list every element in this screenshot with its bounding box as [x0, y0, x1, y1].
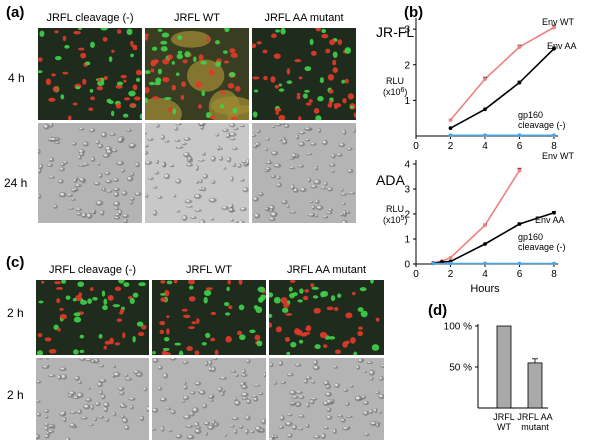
micrograph-a-4h-aa: [252, 28, 356, 120]
x-tick-label: 4: [482, 269, 488, 280]
bar: [496, 325, 512, 409]
data-point: [483, 77, 487, 81]
panel-b-label: (b): [404, 4, 424, 21]
panel-a-label: (a): [6, 4, 25, 21]
y-tick-label: 4: [404, 160, 410, 171]
data-point: [517, 261, 522, 266]
y-tick-label: 1: [404, 235, 410, 246]
x-tick-label: 0: [413, 141, 419, 150]
panel-c-label: (c): [6, 254, 25, 271]
panel-c-row-2-label: 2 h: [7, 388, 24, 402]
panel-a-row-2-label: 24 h: [4, 176, 28, 190]
series-label: Env WT: [542, 151, 575, 161]
data-point: [483, 242, 487, 246]
x-axis-label: Hours: [470, 283, 500, 295]
data-point: [448, 255, 453, 260]
panel-c-col-3-title: JRFL AA mutant: [286, 264, 367, 276]
data-point: [483, 107, 487, 112]
panel-a-col-1-title: JRFL cleavage (-): [46, 12, 134, 24]
category-label: WT: [497, 422, 511, 432]
micrograph-a-24h-cleavage: [38, 123, 142, 223]
category-label: JRFL: [493, 412, 515, 422]
panel-d-label: (d): [428, 302, 448, 319]
series-label: gp160: [518, 110, 543, 120]
data-point: [552, 46, 556, 51]
y-tick-label: 100 %: [444, 322, 472, 333]
x-tick-label: 6: [517, 141, 523, 150]
x-tick-label: 8: [551, 269, 557, 280]
data-point: [448, 133, 453, 138]
series-label: Env WT: [542, 17, 575, 27]
y-tick-label: 1: [404, 96, 410, 107]
data-point: [483, 223, 487, 228]
series-line: [449, 26, 555, 121]
y-axis-label: RLU: [386, 204, 404, 214]
y-tick-label: 0: [404, 260, 410, 271]
y-tick-label: 50 %: [449, 363, 472, 374]
category-label: JRFL AA: [517, 412, 552, 422]
data-point: [552, 261, 556, 266]
micrograph-c-2h-cleavage-phase: [36, 358, 149, 440]
data-point: [517, 168, 522, 173]
y-axis-label: RLU: [386, 76, 404, 86]
data-point: [448, 261, 453, 266]
series-line: [450, 48, 555, 129]
series-label: cleavage (-): [518, 120, 566, 130]
data-point: [552, 25, 556, 30]
series-label: gp160: [518, 232, 543, 242]
series-label: Env AA: [547, 41, 577, 51]
data-point: [552, 133, 556, 138]
micrograph-a-4h-cleavage: [38, 28, 142, 120]
data-point: [448, 118, 453, 122]
data-point: [517, 45, 522, 49]
panel-c-col-1-title: JRFL cleavage (-): [48, 264, 136, 276]
x-tick-label: 0: [413, 269, 419, 280]
y-axis-label-unit: (x105): [383, 215, 407, 225]
micrograph-c-2h-aa: [269, 280, 384, 355]
x-tick-label: 2: [448, 269, 454, 280]
y-tick-label: 2: [404, 210, 410, 221]
panel-a-col-2-title: JRFL WT: [173, 12, 221, 24]
data-point: [483, 133, 487, 138]
micrograph-c-2h-wt-phase: [152, 358, 266, 440]
category-label: mutant: [521, 422, 549, 432]
panel-a-row-1-label: 4 h: [8, 71, 25, 85]
series-label: Env AA: [535, 215, 565, 225]
data-point: [517, 133, 522, 138]
y-axis-label-unit: (x106): [383, 87, 407, 97]
bar: [527, 362, 543, 409]
data-point: [483, 261, 487, 266]
x-tick-label: 4: [482, 141, 488, 150]
data-point: [431, 261, 436, 266]
panel-a-col-3-title: JRFL AA mutant: [264, 12, 344, 24]
micrograph-c-2h-cleavage: [36, 280, 149, 355]
micrograph-a-24h-wt: [145, 123, 249, 223]
y-tick-label: 3: [404, 25, 410, 36]
chart-title: JR-FL: [376, 24, 414, 40]
x-tick-label: 6: [517, 269, 523, 280]
micrograph-c-2h-aa-phase: [269, 358, 384, 440]
y-tick-label: 2: [404, 60, 410, 71]
data-point: [448, 126, 453, 131]
y-tick-label: 3: [404, 185, 410, 196]
chart-title: ADA: [376, 172, 405, 188]
micrograph-c-2h-wt: [152, 280, 266, 355]
series-label: cleavage (-): [518, 242, 566, 252]
micrograph-a-24h-aa: [252, 123, 356, 223]
panel-c-col-2-title: JRFL WT: [185, 264, 233, 276]
x-tick-label: 2: [448, 141, 454, 150]
panel-c-row-1-label: 2 h: [7, 306, 24, 320]
data-point: [517, 80, 522, 85]
chart-b-top: 0 2 4 6 8 1 2 3JR-FL RLU(x106) Env WT Env AA gp160c…: [376, 17, 577, 150]
x-tick-label: 8: [551, 141, 557, 150]
data-point: [552, 210, 556, 215]
micrograph-a-4h-wt: [145, 28, 249, 120]
data-point: [517, 222, 522, 226]
